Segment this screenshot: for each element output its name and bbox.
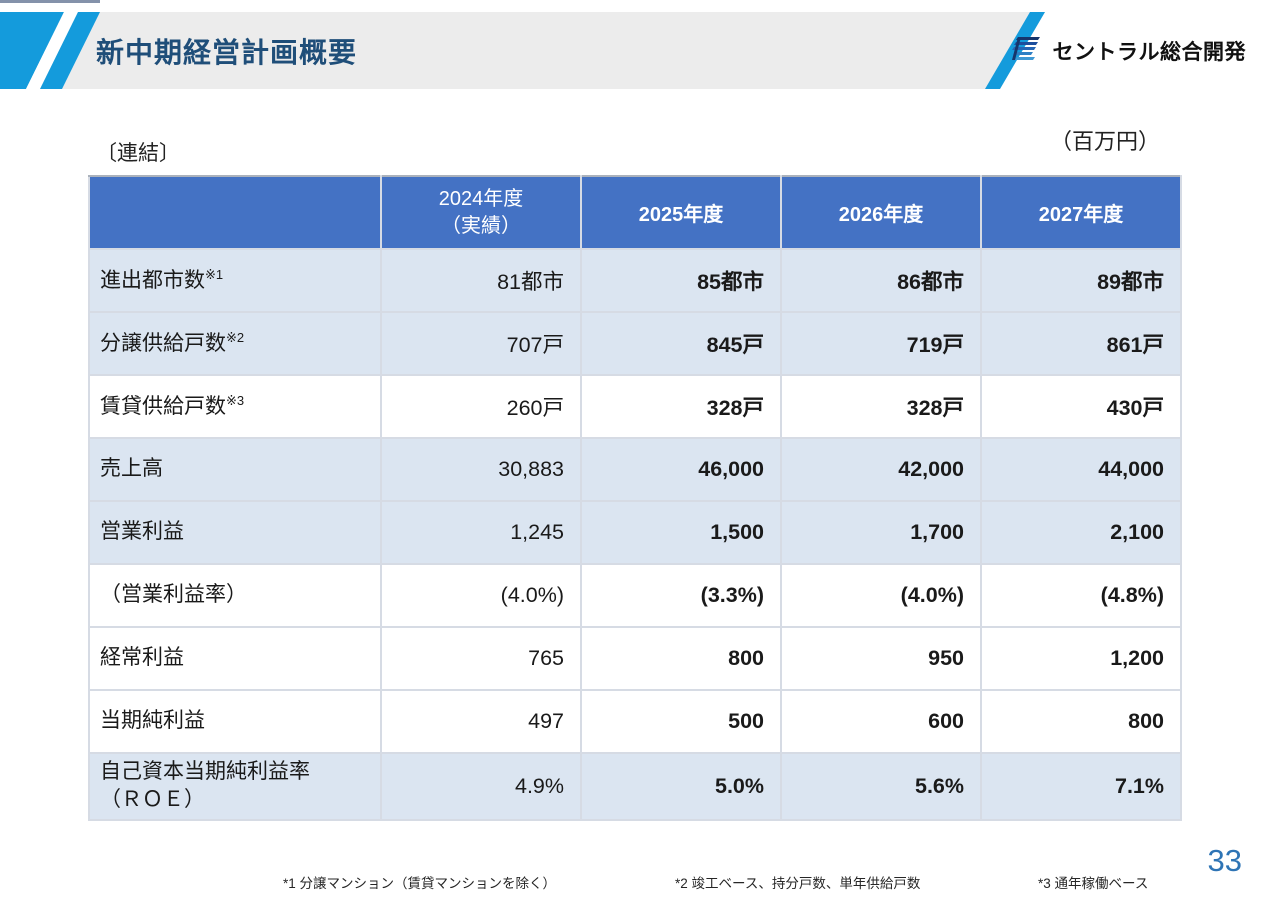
plan-value: 500 [580,689,782,754]
row-label: 当期純利益 [88,689,382,754]
unit-label: （百万円） [1049,129,1160,154]
plan-value: (3.3%) [580,563,782,628]
actual-value: 707戸 [380,311,582,376]
plan-value: 5.0% [580,752,782,821]
plan-value: 800 [580,626,782,691]
company-logo: セントラル総合開発 [1008,12,1247,89]
plan-value: 328戸 [780,374,982,439]
plan-value: 861戸 [980,311,1182,376]
corner-cell [88,175,382,250]
col-header-2025: 2025年度 [580,175,782,250]
plan-value: 46,000 [580,437,782,502]
table-row: 進出都市数※1 81都市 85都市 86都市 89都市 [88,248,1182,313]
page-title: 新中期経営計画概要 [96,36,358,68]
table-row: 賃貸供給戸数※3 260戸 328戸 328戸 430戸 [88,374,1182,439]
footnote-marker: ※3 [226,392,245,408]
row-label: （営業利益率） [88,563,382,628]
plan-value: 1,500 [580,500,782,565]
plan-table-wrap: 2024年度 （実績） 2025年度 2026年度 2027年度 進出都市数※1… [88,175,1182,821]
row-label: 営業利益 [88,500,382,565]
row-label: 賃貸供給戸数※3 [88,374,382,439]
plan-value: 85都市 [580,248,782,313]
actual-value: 4.9% [380,752,582,821]
plan-value: 600 [780,689,982,754]
plan-value: (4.0%) [780,563,982,628]
col-header-2027: 2027年度 [980,175,1182,250]
plan-value: 845戸 [580,311,782,376]
table-row: 営業利益 1,245 1,500 1,700 2,100 [88,500,1182,565]
footnote-3: *3 通年稼働ベース [1038,876,1149,891]
row-label: 自己資本当期純利益率 （ＲＯＥ） [88,752,382,821]
header-band: 新中期経営計画概要 セントラル総合開発 [0,12,1280,89]
table-row: 自己資本当期純利益率 （ＲＯＥ） 4.9% 5.0% 5.6% 7.1% [88,752,1182,821]
table-header-row: 2024年度 （実績） 2025年度 2026年度 2027年度 [88,175,1182,250]
actual-value: (4.0%) [380,563,582,628]
scope-label: 〔連結〕 [96,142,180,165]
plan-value: 44,000 [980,437,1182,502]
plan-value: 1,700 [780,500,982,565]
plan-value: (4.8%) [980,563,1182,628]
actual-value: 765 [380,626,582,691]
actual-value: 1,245 [380,500,582,565]
footnote-marker: ※1 [205,266,224,282]
table-row: 売上高 30,883 46,000 42,000 44,000 [88,437,1182,502]
plan-value: 2,100 [980,500,1182,565]
footnote-marker: ※2 [226,329,245,345]
footnote-1: *1 分譲マンション（賃貸マンションを除く） [283,876,557,891]
plan-value: 5.6% [780,752,982,821]
plan-value: 950 [780,626,982,691]
plan-value: 42,000 [780,437,982,502]
plan-value: 89都市 [980,248,1182,313]
row-label: 売上高 [88,437,382,502]
table-body: 進出都市数※1 81都市 85都市 86都市 89都市 分譲供給戸数※2 707戸 845戸 7… [88,248,1182,821]
actual-value: 260戸 [380,374,582,439]
table-row: 当期純利益 497 500 600 800 [88,689,1182,754]
col-header-2026: 2026年度 [780,175,982,250]
header-left-stripes [0,12,100,89]
col-header-2024: 2024年度 （実績） [380,175,582,250]
plan-value: 1,200 [980,626,1182,691]
row-label: 進出都市数※1 [88,248,382,313]
plan-value: 430戸 [980,374,1182,439]
actual-value: 81都市 [380,248,582,313]
page-number: 33 [1207,843,1242,878]
table-row: （営業利益率） (4.0%) (3.3%) (4.0%) (4.8%) [88,563,1182,628]
plan-value: 719戸 [780,311,982,376]
top-edge-accent [0,0,100,3]
company-logo-text: セントラル総合開発 [1052,40,1246,64]
row-label: 分譲供給戸数※2 [88,311,382,376]
central-logo-icon [1011,36,1040,60]
actual-value: 30,883 [380,437,582,502]
plan-value: 800 [980,689,1182,754]
actual-value: 497 [380,689,582,754]
footnote-2: *2 竣工ベース、持分戸数、単年供給戸数 [675,876,921,891]
plan-value: 86都市 [780,248,982,313]
table-row: 経常利益 765 800 950 1,200 [88,626,1182,691]
plan-value: 328戸 [580,374,782,439]
plan-table: 2024年度 （実績） 2025年度 2026年度 2027年度 進出都市数※1… [88,175,1182,821]
row-label: 経常利益 [88,626,382,691]
table-row: 分譲供給戸数※2 707戸 845戸 719戸 861戸 [88,311,1182,376]
plan-value: 7.1% [980,752,1182,821]
